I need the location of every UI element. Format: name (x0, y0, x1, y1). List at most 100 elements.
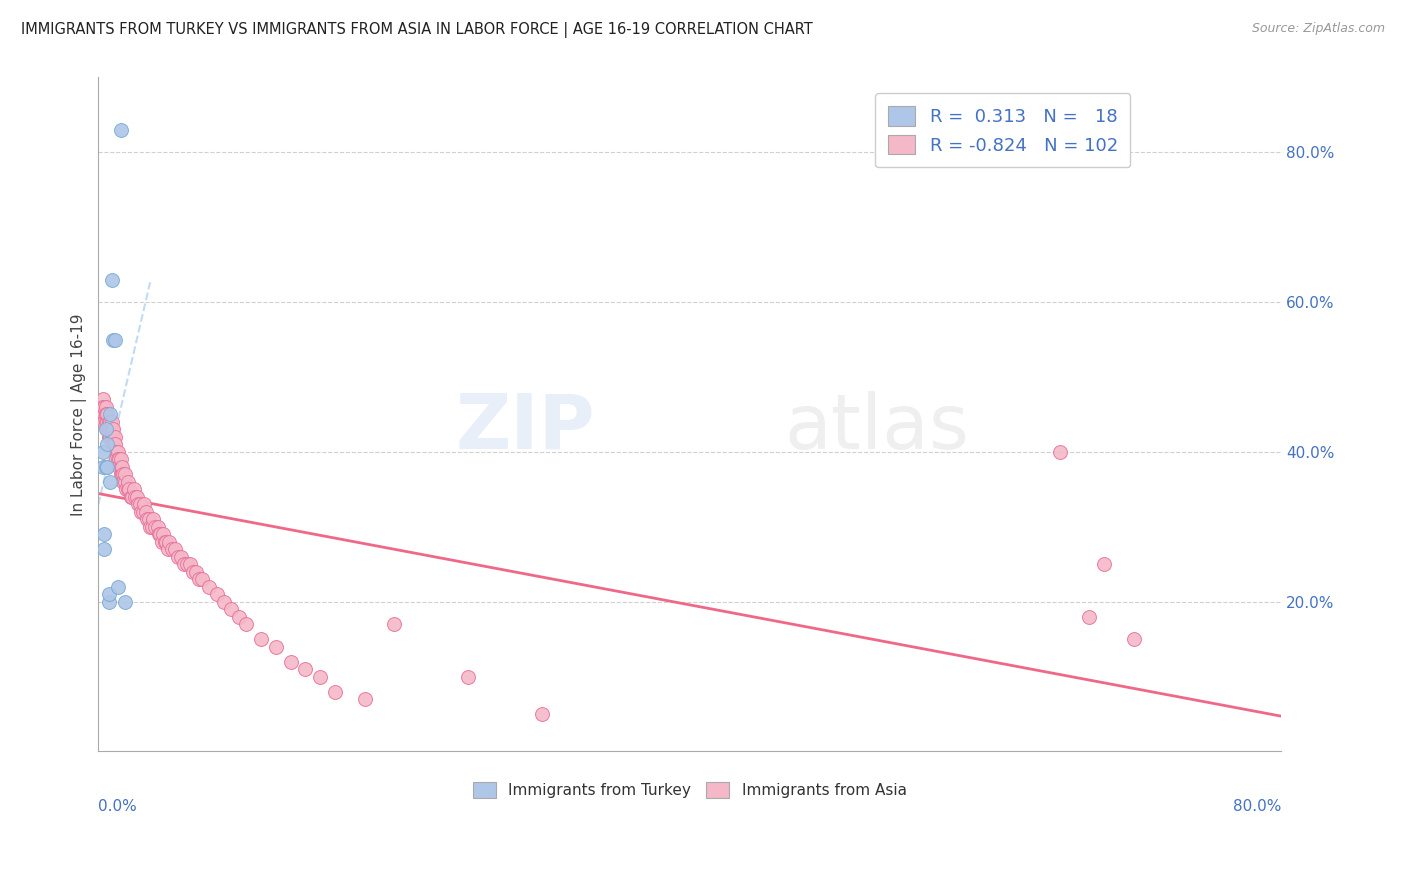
Text: IMMIGRANTS FROM TURKEY VS IMMIGRANTS FROM ASIA IN LABOR FORCE | AGE 16-19 CORREL: IMMIGRANTS FROM TURKEY VS IMMIGRANTS FRO… (21, 22, 813, 38)
Point (111, 459, 134, 474)
Point (205, 587, 228, 601)
Point (91, 392, 114, 407)
Point (353, 692, 375, 706)
Point (97, 595, 120, 609)
Point (150, 534, 173, 549)
Point (98, 408, 121, 422)
Point (280, 655, 302, 669)
Point (117, 475, 139, 489)
Point (122, 483, 145, 497)
Point (250, 632, 273, 647)
Point (96, 437, 118, 451)
Point (235, 617, 257, 632)
Point (91, 459, 114, 474)
Point (184, 565, 207, 579)
Point (97, 430, 120, 444)
Point (187, 572, 209, 586)
Point (212, 595, 235, 609)
Point (138, 512, 160, 526)
Point (93, 400, 115, 414)
Point (111, 467, 134, 482)
Point (93, 415, 115, 429)
Point (98, 430, 121, 444)
Point (90, 400, 112, 414)
Point (98, 475, 121, 489)
Point (1078, 609, 1101, 624)
Point (309, 670, 332, 684)
Point (1122, 632, 1144, 647)
Point (101, 422, 124, 436)
Point (110, 459, 132, 474)
Point (198, 580, 221, 594)
Point (294, 662, 316, 676)
Point (148, 527, 170, 541)
Point (107, 452, 129, 467)
Point (127, 497, 149, 511)
Point (100, 422, 122, 436)
Point (110, 467, 132, 482)
Point (156, 542, 179, 557)
Point (128, 497, 150, 511)
Point (94, 408, 117, 422)
Point (149, 527, 172, 541)
Point (110, 452, 132, 467)
Point (165, 542, 187, 557)
Point (135, 505, 157, 519)
Point (107, 445, 129, 459)
Point (114, 595, 136, 609)
Point (136, 512, 159, 526)
Point (143, 520, 166, 534)
Point (108, 459, 131, 474)
Text: atlas: atlas (785, 391, 969, 465)
Text: ZIP: ZIP (456, 391, 595, 465)
Point (191, 572, 214, 586)
Point (100, 430, 122, 444)
Point (167, 549, 190, 564)
Point (170, 549, 193, 564)
Point (94, 415, 117, 429)
Point (97, 587, 120, 601)
Point (94, 400, 117, 414)
Point (100, 273, 122, 287)
Point (141, 520, 163, 534)
Point (221, 602, 243, 616)
Point (157, 534, 180, 549)
Point (179, 558, 201, 572)
Point (139, 520, 162, 534)
Point (134, 497, 156, 511)
Point (173, 558, 195, 572)
Point (96, 408, 118, 422)
Point (104, 430, 127, 444)
Point (114, 475, 136, 489)
Point (176, 558, 198, 572)
Point (100, 415, 122, 429)
Point (112, 475, 135, 489)
Point (142, 512, 165, 526)
Point (115, 483, 138, 497)
Point (152, 527, 174, 541)
Legend: Immigrants from Turkey, Immigrants from Asia: Immigrants from Turkey, Immigrants from … (467, 776, 912, 805)
Point (1049, 445, 1071, 459)
Point (107, 580, 129, 594)
Point (93, 408, 115, 422)
Point (146, 520, 169, 534)
Point (1092, 558, 1115, 572)
Point (97, 422, 120, 436)
Point (93, 542, 115, 557)
Point (323, 684, 346, 698)
Point (114, 467, 136, 482)
Point (94, 459, 117, 474)
Point (382, 617, 405, 632)
Point (108, 452, 131, 467)
Point (181, 565, 204, 579)
Point (530, 706, 553, 721)
Point (101, 437, 124, 451)
Point (104, 437, 127, 451)
Point (98, 415, 121, 429)
Point (91, 445, 114, 459)
Point (121, 490, 143, 504)
Y-axis label: In Labor Force | Age 16-19: In Labor Force | Age 16-19 (72, 313, 87, 516)
Point (228, 609, 250, 624)
Point (112, 467, 135, 482)
Point (110, 123, 132, 137)
